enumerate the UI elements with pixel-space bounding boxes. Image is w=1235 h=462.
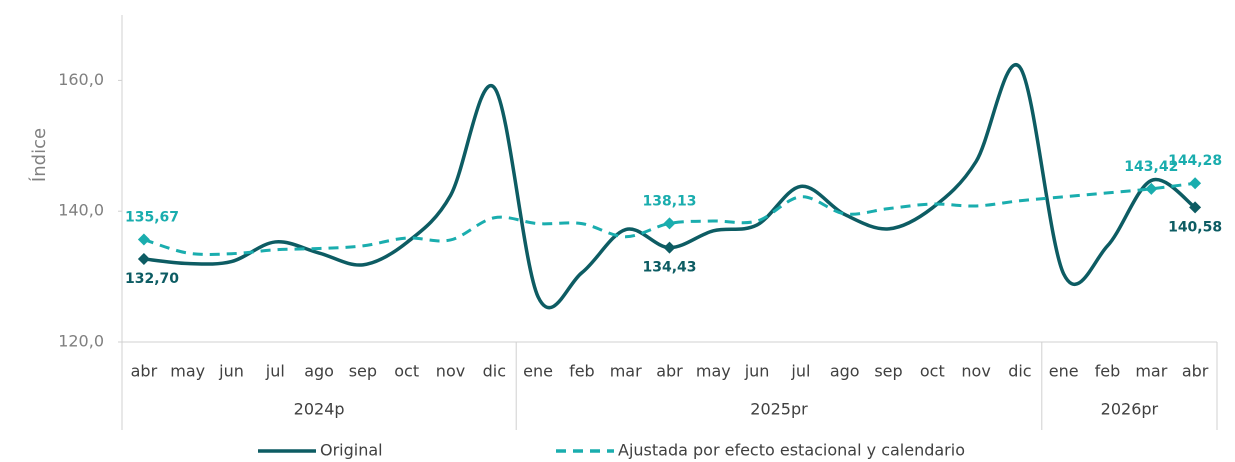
data-label: 143,42 (1124, 159, 1178, 175)
x-tick-label: ene (1049, 362, 1079, 381)
data-label: 138,13 (642, 193, 696, 209)
x-tick-label: ago (830, 362, 860, 381)
x-tick-label: nov (961, 362, 990, 381)
x-tick-label: sep (874, 362, 902, 381)
point-marker (1189, 177, 1202, 190)
y-tick-label: 120,0 (58, 332, 104, 351)
x-tick-label: oct (920, 362, 945, 381)
point-marker (1189, 201, 1202, 214)
x-tick-label: jun (218, 362, 244, 381)
x-tick-label: feb (569, 362, 595, 381)
x-tick-label: may (170, 362, 205, 381)
x-tick-label: abr (1182, 362, 1209, 381)
point-marker (137, 233, 150, 246)
group-label: 2024p (294, 400, 345, 419)
x-tick-label: may (696, 362, 731, 381)
x-tick-label: ene (523, 362, 553, 381)
x-tick-label: mar (610, 362, 642, 381)
x-tick-label: mar (1135, 362, 1167, 381)
x-tick-label: abr (656, 362, 683, 381)
x-tick-label: nov (436, 362, 465, 381)
data-label: 144,28 (1168, 153, 1222, 169)
point-marker (137, 252, 150, 265)
x-tick-label: oct (394, 362, 419, 381)
x-tick-label: abr (131, 362, 158, 381)
legend-label: Original (320, 441, 383, 460)
point-marker (1145, 182, 1158, 195)
x-tick-label: jul (790, 362, 810, 381)
x-tick-label: jun (744, 362, 770, 381)
group-label: 2026pr (1101, 400, 1159, 419)
group-label: 2025pr (750, 400, 808, 419)
legend-label: Ajustada por efecto estacional y calenda… (618, 441, 965, 460)
y-tick-label: 140,0 (58, 201, 104, 220)
x-tick-label: feb (1095, 362, 1121, 381)
data-label: 132,70 (125, 271, 179, 287)
x-tick-label: dic (483, 362, 506, 381)
series-line (143, 181, 1196, 256)
x-tick-label: ago (304, 362, 334, 381)
data-label: 140,58 (1168, 219, 1222, 235)
x-tick-label: jul (265, 362, 285, 381)
x-tick-label: sep (349, 362, 377, 381)
point-marker (663, 217, 676, 230)
point-marker (663, 241, 676, 254)
y-axis-label: Índice (28, 128, 50, 182)
y-tick-label: 160,0 (58, 70, 104, 89)
data-label: 135,67 (125, 210, 179, 226)
x-tick-label: dic (1008, 362, 1031, 381)
data-label: 134,43 (642, 260, 696, 276)
